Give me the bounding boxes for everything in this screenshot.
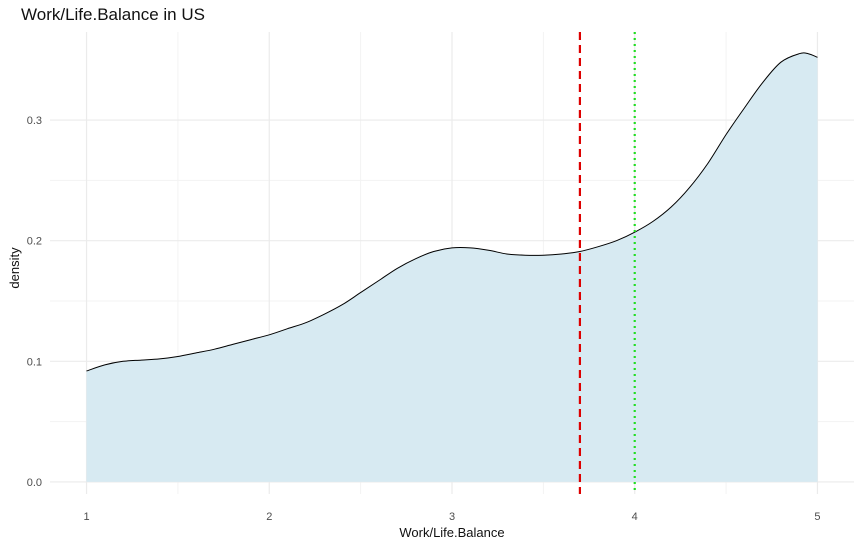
y-axis-ticks: 0.0 0.1 0.2 0.3 bbox=[27, 115, 42, 489]
y-tick-label: 0.3 bbox=[27, 115, 42, 127]
x-tick-label: 3 bbox=[449, 511, 455, 523]
x-tick-label: 4 bbox=[632, 511, 638, 523]
x-axis-ticks: 1 2 3 4 5 bbox=[83, 511, 820, 523]
y-tick-label: 0.1 bbox=[27, 356, 42, 368]
reference-lines bbox=[578, 32, 636, 494]
density-curve bbox=[86, 52, 818, 372]
y-tick-label: 0.0 bbox=[27, 477, 42, 489]
y-tick-label: 0.2 bbox=[27, 236, 42, 248]
x-tick-label: 1 bbox=[83, 511, 89, 523]
x-axis-title: Work/Life.Balance bbox=[399, 525, 504, 540]
chart-title: Work/Life.Balance in US bbox=[21, 5, 205, 24]
x-tick-label: 2 bbox=[266, 511, 272, 523]
y-axis-title: density bbox=[7, 247, 22, 289]
x-tick-label: 5 bbox=[814, 511, 820, 523]
